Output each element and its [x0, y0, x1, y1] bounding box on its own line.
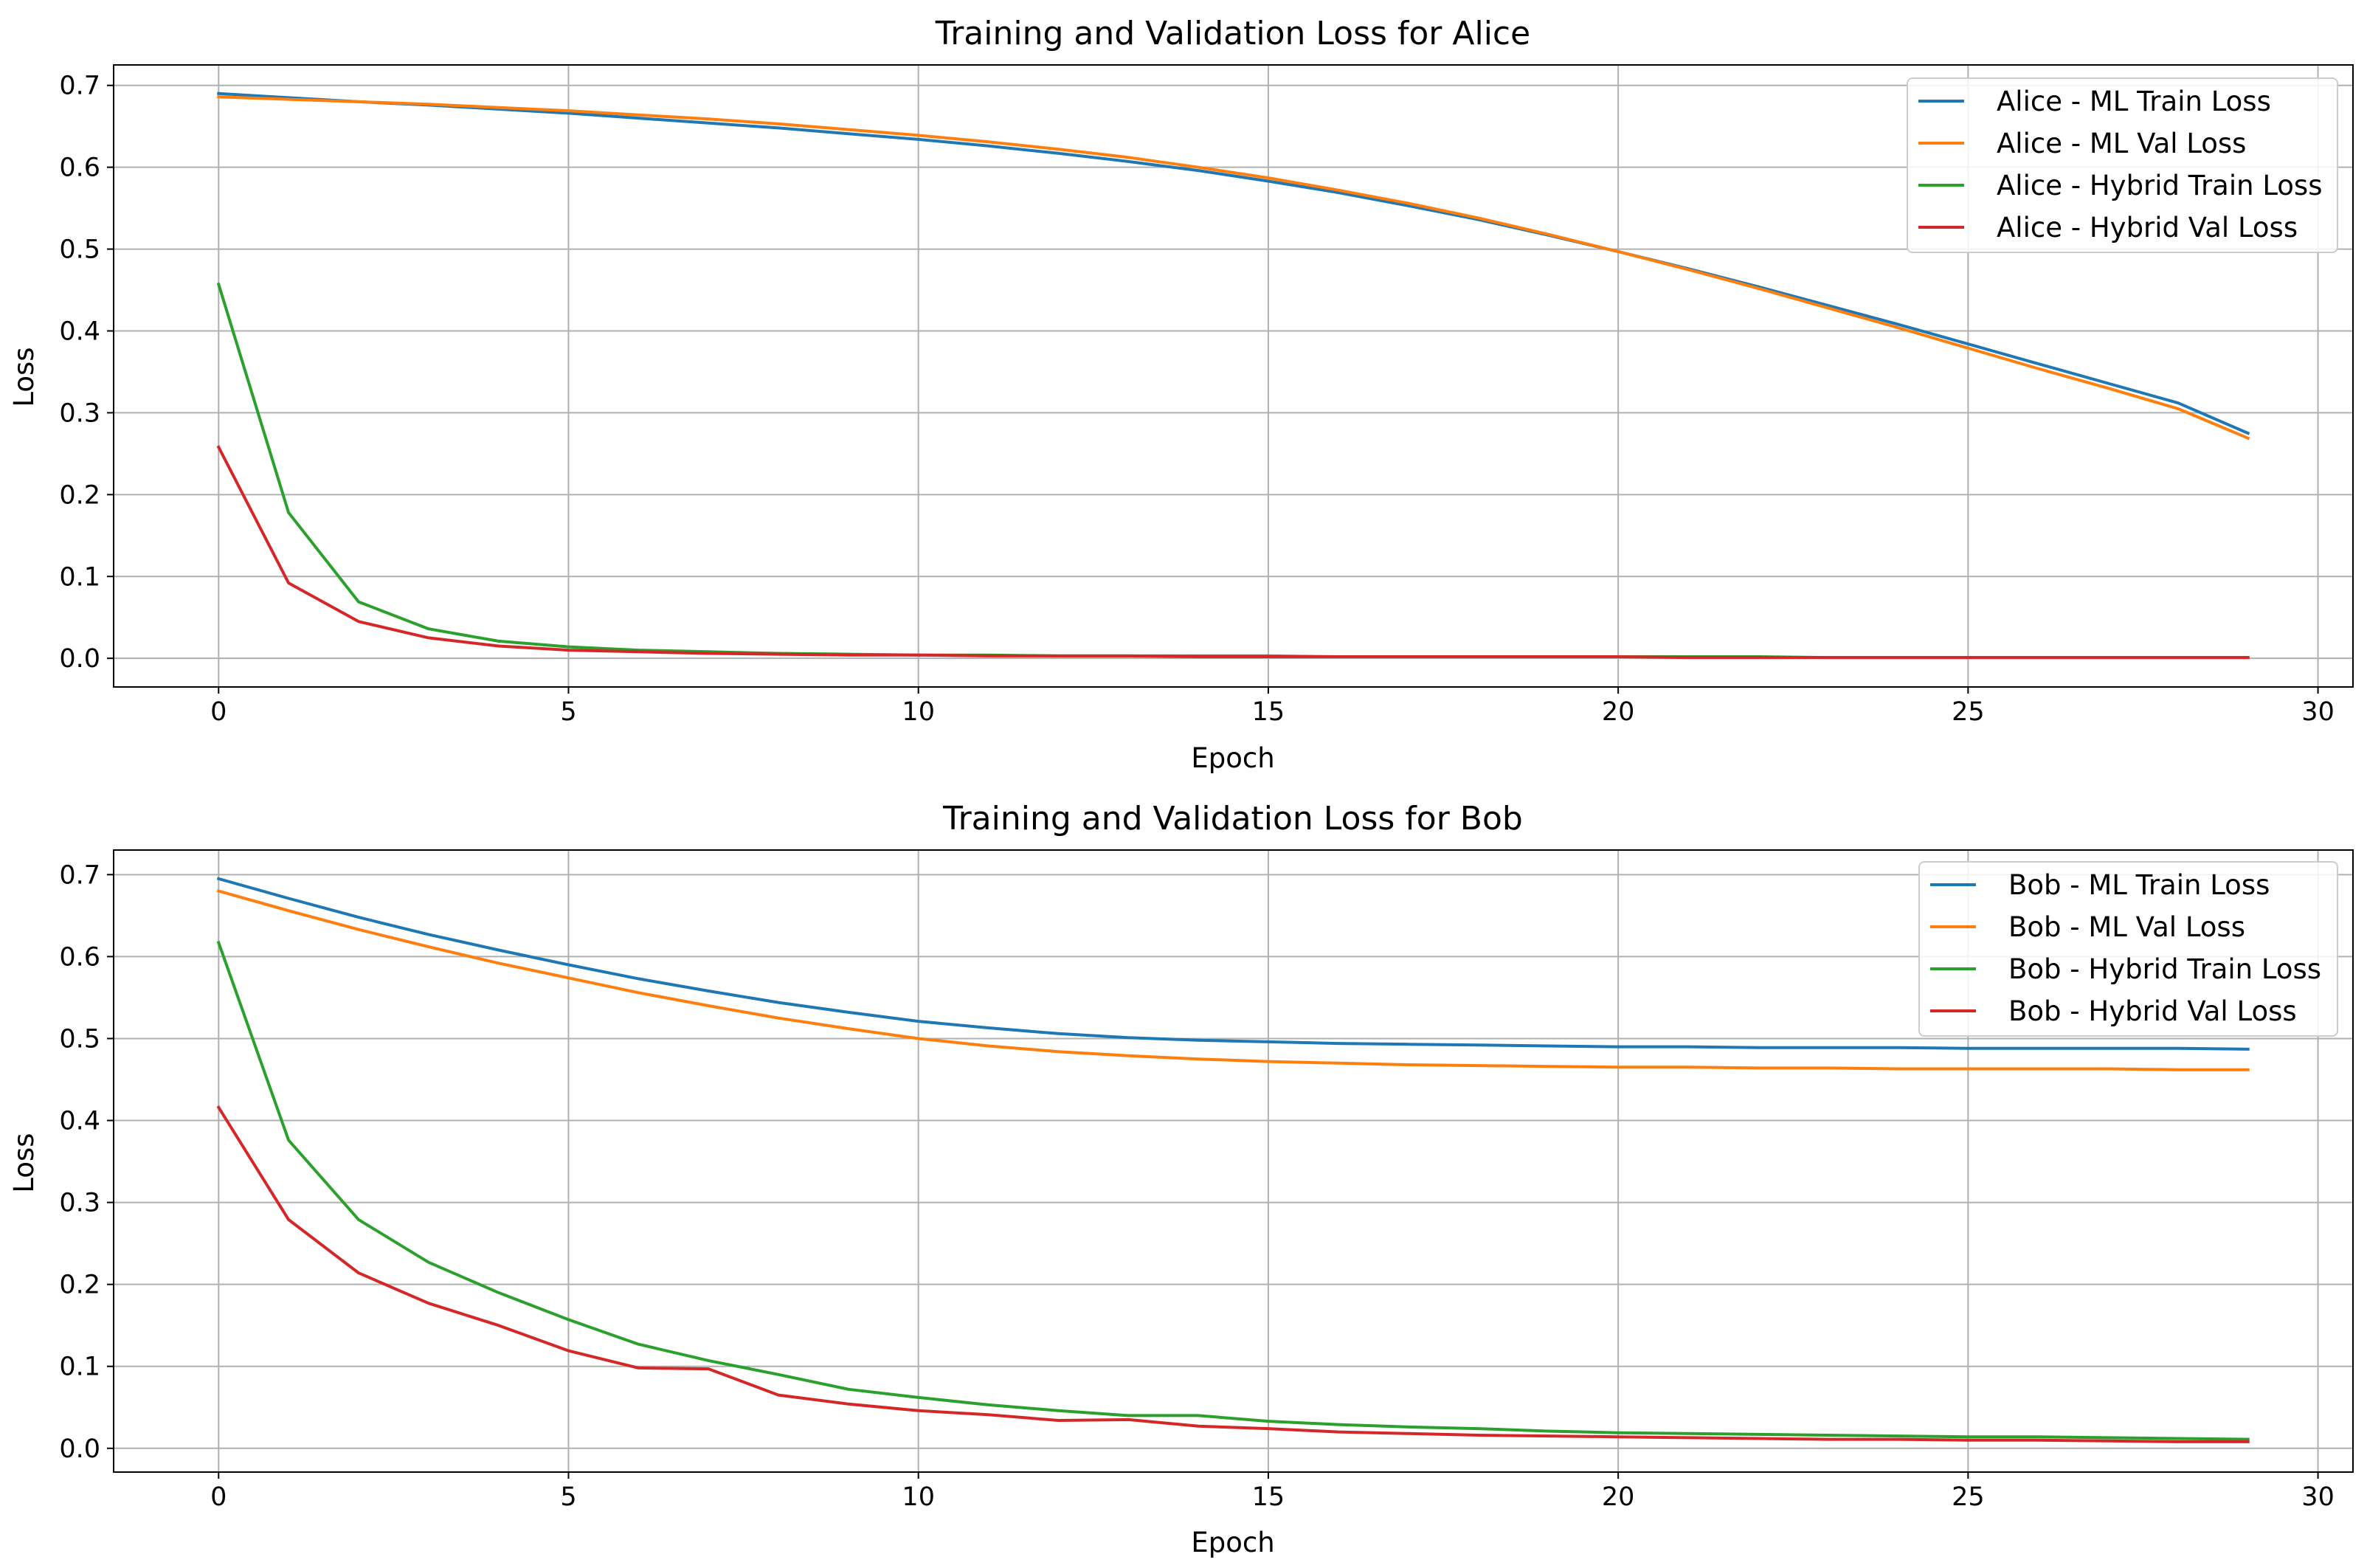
- bob-x-tick-label: 10: [902, 1482, 935, 1512]
- bob-y-tick-label: 0.1: [59, 1353, 100, 1382]
- alice-legend-ml-train: Alice - ML Train Loss: [1997, 86, 2271, 117]
- bob-y-tick-label: 0.5: [59, 1024, 100, 1054]
- alice-x-tick-label: 30: [2301, 697, 2335, 727]
- bob-hybrid-val-loss-line: [216, 1105, 2250, 1443]
- alice-legend-hybrid-train: Alice - Hybrid Train Loss: [1997, 170, 2323, 201]
- alice-y-tick-label: 0.3: [59, 398, 100, 428]
- alice-x-tick-label: 15: [1252, 697, 1285, 727]
- alice-x-tick-label: 20: [1602, 697, 1635, 727]
- bob-y-tick-label: 0.4: [59, 1107, 100, 1136]
- bob-x-tick-label: 15: [1252, 1482, 1285, 1512]
- bob-loss-chart: Training and Validation Loss for Bob 0 5 1…: [8, 800, 2354, 1558]
- bob-y-tick-label: 0.6: [59, 942, 100, 972]
- alice-ml-val-loss-line: [217, 95, 2250, 441]
- bob-x-axis-label: Epoch: [1191, 1527, 1274, 1558]
- bob-legend-box: [1918, 861, 2338, 1037]
- bob-y-tick-label: 0.3: [59, 1189, 100, 1218]
- alice-y-tick-label: 0.4: [59, 317, 100, 346]
- alice-hybrid-val-loss-line: [216, 445, 2250, 660]
- alice-x-tick-label: 0: [210, 697, 227, 727]
- bob-series: [216, 877, 2250, 1443]
- alice-y-tick-label: 0.2: [59, 480, 100, 510]
- bob-plot-area: [113, 849, 2354, 1473]
- bob-y-tick-label: 0.0: [59, 1434, 100, 1464]
- alice-loss-chart: Training and Validation Loss for Alice 0…: [8, 15, 2354, 774]
- alice-x-axis-ticks: 0 5 10 15 20 25 30: [210, 687, 2335, 727]
- bob-x-tick-label: 5: [560, 1482, 576, 1512]
- bob-ml-val-loss-line: [216, 889, 2250, 1071]
- alice-y-axis-ticks: 0.0 0.1 0.2 0.3 0.4 0.5 0.6 0.7: [59, 72, 114, 674]
- bob-y-tick-label: 0.7: [59, 860, 100, 890]
- bob-legend: Bob - ML Train Loss Bob - ML Val Loss Bo…: [1918, 861, 2338, 1037]
- alice-x-axis-label: Epoch: [1191, 742, 1274, 774]
- alice-legend-box: [1907, 77, 2338, 253]
- alice-y-axis-label: Loss: [8, 347, 40, 407]
- alice-y-tick-label: 0.6: [59, 153, 100, 183]
- bob-y-axis-ticks: 0.0 0.1 0.2 0.3 0.4 0.5 0.6 0.7: [59, 860, 114, 1464]
- bob-hybrid-train-loss-line: [216, 940, 2250, 1441]
- bob-legend-ml-train: Bob - ML Train Loss: [2008, 869, 2270, 901]
- bob-y-axis-label: Loss: [8, 1133, 40, 1192]
- alice-chart-title: Training and Validation Loss for Alice: [935, 15, 1530, 52]
- alice-x-tick-label: 5: [560, 697, 576, 727]
- alice-legend: Alice - ML Train Loss Alice - ML Val Los…: [1907, 77, 2338, 253]
- alice-y-tick-label: 0.5: [59, 235, 100, 265]
- bob-x-tick-label: 25: [1952, 1482, 1985, 1512]
- alice-x-tick-label: 25: [1952, 697, 1985, 727]
- alice-y-tick-label: 0.7: [59, 72, 100, 101]
- alice-legend-ml-val: Alice - ML Val Loss: [1997, 128, 2246, 159]
- bob-legend-hybrid-train: Bob - Hybrid Train Loss: [2008, 953, 2321, 985]
- alice-x-tick-label: 10: [902, 697, 935, 727]
- alice-plot-area: [113, 64, 2354, 688]
- bob-legend-ml-val: Bob - ML Val Loss: [2008, 911, 2245, 943]
- bob-x-tick-label: 0: [210, 1482, 227, 1512]
- bob-chart-title: Training and Validation Loss for Bob: [942, 800, 1523, 837]
- bob-x-tick-label: 30: [2301, 1482, 2335, 1512]
- alice-y-tick-label: 0.0: [59, 644, 100, 674]
- alice-series: [216, 91, 2250, 660]
- alice-ml-train-loss-line: [217, 91, 2250, 435]
- bob-x-axis-ticks: 0 5 10 15 20 25 30: [210, 1472, 2335, 1512]
- bob-legend-hybrid-val: Bob - Hybrid Val Loss: [2008, 995, 2297, 1027]
- bob-x-tick-label: 20: [1602, 1482, 1635, 1512]
- bob-y-tick-label: 0.2: [59, 1271, 100, 1300]
- bob-ml-train-loss-line: [216, 877, 2250, 1051]
- alice-y-tick-label: 0.1: [59, 562, 100, 592]
- alice-legend-hybrid-val: Alice - Hybrid Val Loss: [1997, 212, 2298, 244]
